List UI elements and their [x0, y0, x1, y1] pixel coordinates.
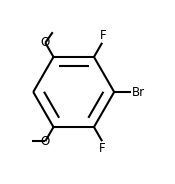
Text: O: O	[41, 135, 50, 148]
Text: O: O	[41, 36, 50, 49]
Text: F: F	[100, 29, 106, 42]
Text: F: F	[99, 142, 106, 155]
Text: Br: Br	[131, 86, 145, 98]
